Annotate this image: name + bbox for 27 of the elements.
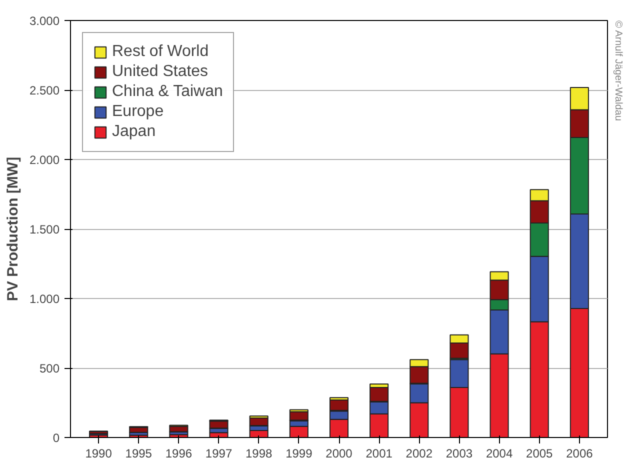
y-tick-label: 2.000 [29, 153, 60, 167]
y-tick-label: 1.500 [29, 222, 60, 236]
legend-label: Japan [112, 123, 156, 141]
x-tick-label: 2000 [326, 446, 353, 460]
legend-label: Europe [112, 103, 164, 121]
x-tick-label: 2002 [406, 446, 433, 460]
x-tick-label: 2005 [526, 446, 554, 460]
y-tick-label: 2.500 [29, 84, 60, 98]
x-tick-label: 1999 [286, 446, 313, 460]
y-tick-label: 3.000 [29, 14, 60, 28]
x-tick-label: 1998 [246, 446, 273, 460]
y-tick-label: 500 [39, 362, 60, 376]
legend-label: China & Taiwan [112, 83, 223, 101]
x-tick-label: 2001 [366, 446, 393, 460]
x-tick-label: 1997 [205, 446, 232, 460]
x-tick-label: 2003 [446, 446, 473, 460]
x-tick-label: 1990 [85, 446, 112, 460]
y-tick-label: 0 [52, 431, 60, 445]
y-axis-title: PV Production [MW] [4, 156, 22, 302]
x-tick-label: 2004 [486, 446, 513, 460]
x-tick-label: 2006 [566, 446, 594, 460]
y-tick-label: 1.000 [29, 292, 60, 306]
legend-label: Rest of World [112, 43, 209, 61]
text: © Arnulf Jäger-Waldau [612, 20, 624, 121]
x-tick-label: 1995 [125, 446, 152, 460]
x-tick-label: 1996 [165, 446, 192, 460]
legend-label: United States [112, 63, 208, 81]
